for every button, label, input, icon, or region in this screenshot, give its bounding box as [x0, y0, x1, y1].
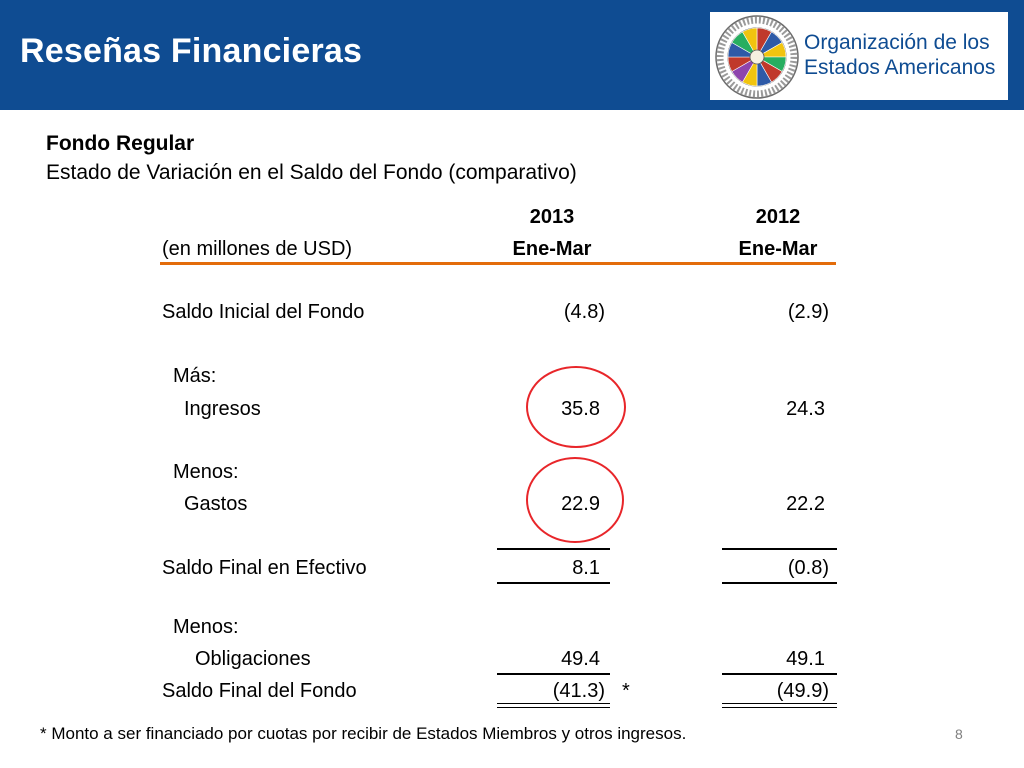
page-title: Reseñas Financieras [20, 32, 363, 70]
footnote-marker: * [622, 680, 630, 702]
row-label: Saldo Final del Fondo [162, 680, 357, 702]
double-underline-2013 [497, 703, 610, 708]
total-rule-2012 [722, 673, 837, 675]
subtotal-rule-2012 [722, 548, 837, 550]
value-2012: 22.2 [786, 493, 825, 515]
column-period-2012: Ene-Mar [738, 238, 818, 260]
value-2013: (4.8) [563, 301, 605, 323]
value-2012: 49.1 [786, 648, 825, 670]
row-label-menos: Menos: [173, 616, 239, 638]
subtotal-rule-2013 [497, 548, 610, 550]
unit-label: (en millones de USD) [162, 238, 353, 260]
organization-name-line2: Estados Americanos [804, 56, 996, 79]
column-year-2013: 2013 [529, 206, 575, 228]
column-period-2013: Ene-Mar [512, 238, 592, 260]
organization-logo: Organización de los Estados Americanos [710, 12, 1008, 100]
double-underline-2012 [722, 703, 837, 708]
highlight-circle-ingresos [526, 366, 626, 448]
value-2013: 8.1 [572, 557, 600, 579]
header-rule [160, 262, 836, 265]
value-2012: (49.9) [776, 680, 829, 702]
column-year-2012: 2012 [755, 206, 801, 228]
title-banner: Reseñas Financieras Organi [0, 0, 1024, 110]
organization-name-line1: Organización de los [804, 31, 990, 54]
row-label: Ingresos [184, 398, 261, 420]
highlight-circle-gastos [526, 457, 624, 543]
fund-title: Fondo Regular [46, 132, 195, 155]
oas-seal-icon [715, 15, 799, 99]
row-label: Saldo Inicial del Fondo [162, 301, 365, 323]
subtotal-underline-2012 [722, 582, 837, 584]
subtotal-underline-2013 [497, 582, 610, 584]
value-2012: (0.8) [787, 557, 829, 579]
footnote: * Monto a ser financiado por cuotas por … [40, 724, 687, 743]
value-2013: (41.3) [552, 680, 605, 702]
row-label: Gastos [184, 493, 248, 515]
statement-title: Estado de Variación en el Saldo del Fond… [46, 161, 577, 184]
row-label-mas: Más: [173, 365, 217, 387]
organization-name: Organización de los Estados Americanos [804, 30, 995, 80]
row-label: Obligaciones [195, 648, 311, 670]
value-2012: 24.3 [786, 398, 825, 420]
value-2013: 49.4 [561, 648, 600, 670]
total-rule-2013 [497, 673, 610, 675]
value-2012: (2.9) [787, 301, 829, 323]
page-number: 8 [955, 726, 963, 742]
row-label: Saldo Final en Efectivo [162, 557, 367, 579]
row-label-menos: Menos: [173, 461, 239, 483]
